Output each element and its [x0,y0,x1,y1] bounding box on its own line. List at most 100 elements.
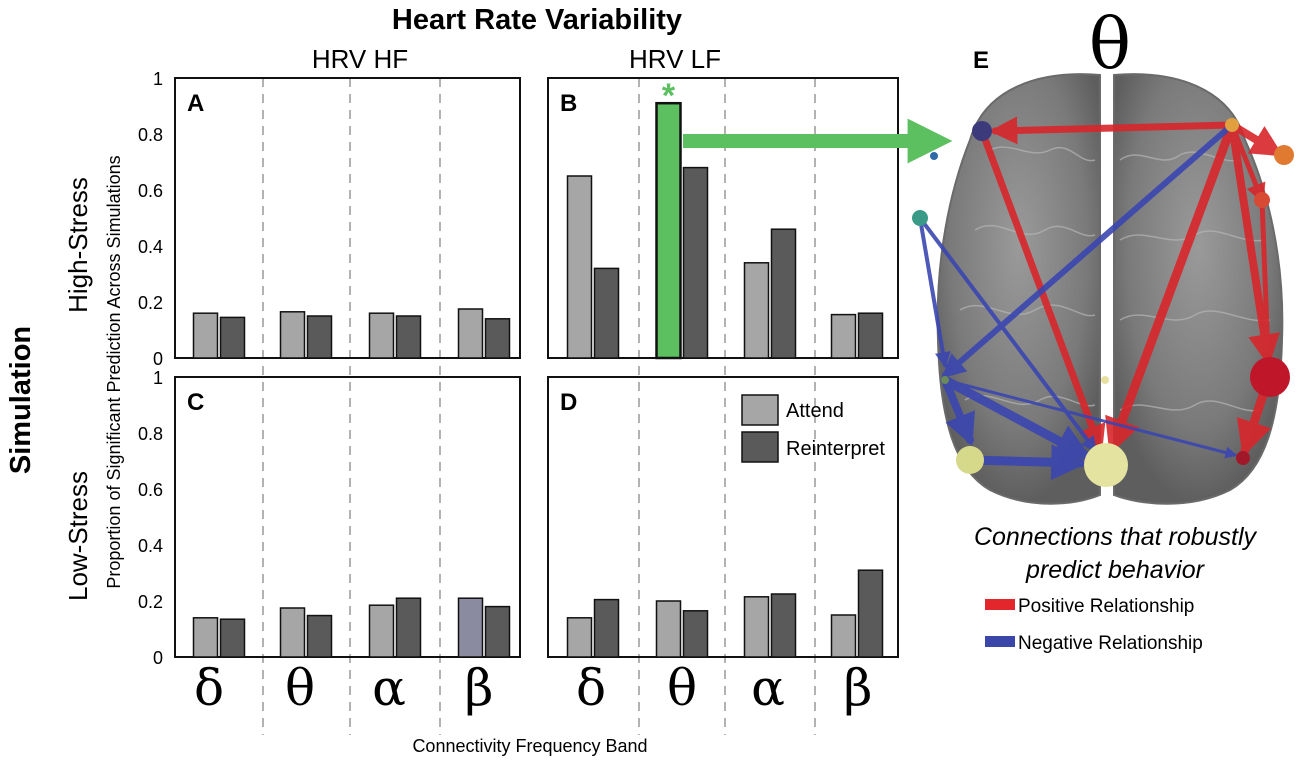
bar-reinterpret-3 [857,312,884,359]
bar-reinterpret-2 [770,593,797,658]
band-symbols-hf: δ θ α β [194,659,494,717]
bar-attend-1 [279,311,306,359]
panel-letter: D [560,389,577,416]
significance-marker: * [662,77,676,115]
brain-panel: E θ [912,3,1294,654]
connection-positive [989,116,1236,145]
bar-attend-2 [368,312,395,359]
bar-reinterpret-0 [593,598,620,658]
legend-swatch-positive [985,599,1015,610]
connection-negative [940,375,1092,460]
legend-label-positive: Positive Relationship [1018,596,1194,617]
y-tick-label: 0.2 [138,293,163,313]
node [912,210,928,226]
row-label-low-stress: Low-Stress [63,471,93,601]
bar-reinterpret-0 [219,316,246,359]
y-tick-label: 0.6 [138,181,163,201]
y-tick-label: 0.4 [138,536,163,556]
band-symbol-delta: δ [576,659,606,717]
bar-attend-0 [192,312,219,359]
legend-swatch-reinterpret [741,431,779,463]
axes-frame [174,77,521,359]
chart-panel-a: A 0 0.2 0.4 0.6 0.8 1 [138,69,521,369]
panel-letter: C [187,389,204,416]
y-tick-label: 0 [153,349,163,369]
band-symbol-alpha: α [372,659,406,717]
x-axis-label: Connectivity Frequency Band [412,736,647,756]
panels-group: A00.20.40.60.81B *C00.20.40.60.81D [138,69,899,668]
bar-attend-1 [655,600,682,658]
bar-attend-3 [457,308,484,359]
connection-negative [918,216,951,369]
bar-reinterpret-1 [306,315,333,359]
y-tick-label: 1 [153,69,163,89]
band-symbols-lf: δ θ α β [576,659,873,717]
negative-connections [918,122,1238,481]
node [941,376,949,384]
bar-attend-1 [655,101,682,360]
bar-attend-2 [743,596,770,658]
band-separators [262,78,816,735]
legend: Attend Reinterpret [741,394,885,463]
brain-left-hemisphere [936,73,1101,505]
bar-reinterpret-0 [219,618,246,658]
axes-frame [547,376,899,658]
node [930,152,938,160]
chart-panel-c: C 0 0.2 0.4 0.6 0.8 1 [138,368,521,668]
bar-attend-3 [830,614,857,658]
connection-positive [1257,197,1278,359]
column-header-hrv-hf: HRV HF [312,44,408,74]
bar-reinterpret-0 [593,267,620,359]
bar-reinterpret-3 [484,605,511,658]
bar-reinterpret-3 [484,318,511,359]
band-symbol-beta: β [844,659,873,717]
connection-negative [941,376,975,446]
bar-reinterpret-1 [682,610,709,658]
connection-negative [943,378,1238,459]
bar-attend-2 [743,262,770,359]
node [972,121,992,141]
legend-label-attend: Attend [786,400,844,422]
bar-attend-3 [830,313,857,359]
band-symbol-theta: θ [667,659,697,717]
node [1236,451,1250,465]
connection-positive [1228,121,1284,157]
node [956,446,984,474]
legend-label-negative: Negative Relationship [1018,633,1203,654]
brain-gyri-texture [959,146,1271,412]
y-tick-label: 0.8 [138,424,163,444]
row-super-label: Simulation [5,326,37,474]
row-label-high-stress: High-Stress [63,177,93,313]
y-tick-label: 0.4 [138,237,163,257]
y-tick-label: 0.8 [138,125,163,145]
legend-swatch-negative [985,636,1015,647]
band-symbol-theta: θ [285,659,315,717]
brain-caption-line-1: Connections that robustly [974,523,1258,551]
legend-swatch-attend [741,394,779,426]
chart-panel-b: B * [547,77,899,360]
connection-positive [1228,121,1280,367]
bar-reinterpret-1 [306,614,333,658]
y-tick-label: 1 [153,368,163,388]
bar-reinterpret-2 [395,597,422,658]
band-symbol-alpha: α [751,659,785,717]
axes-frame [547,77,899,359]
brain-nodes [912,118,1294,487]
bar-reinterpret-3 [857,569,884,658]
y-axis-label: Proportion of Significant Prediction Acr… [104,155,124,588]
brain-caption-line-2: predict behavior [1025,556,1206,584]
bar-attend-0 [566,175,593,359]
connection-negative [941,122,1235,379]
column-header-hrv-lf: HRV LF [629,44,721,74]
node [1250,357,1290,397]
bar-reinterpret-2 [395,315,422,359]
node [1254,192,1270,208]
connection-positive [1105,120,1237,455]
bar-reinterpret-2 [770,228,797,359]
y-tick-label: 0 [153,648,163,668]
band-symbol-delta: δ [194,659,224,717]
bar-attend-3 [457,597,484,658]
node [1225,118,1239,132]
bar-attend-1 [279,607,306,658]
